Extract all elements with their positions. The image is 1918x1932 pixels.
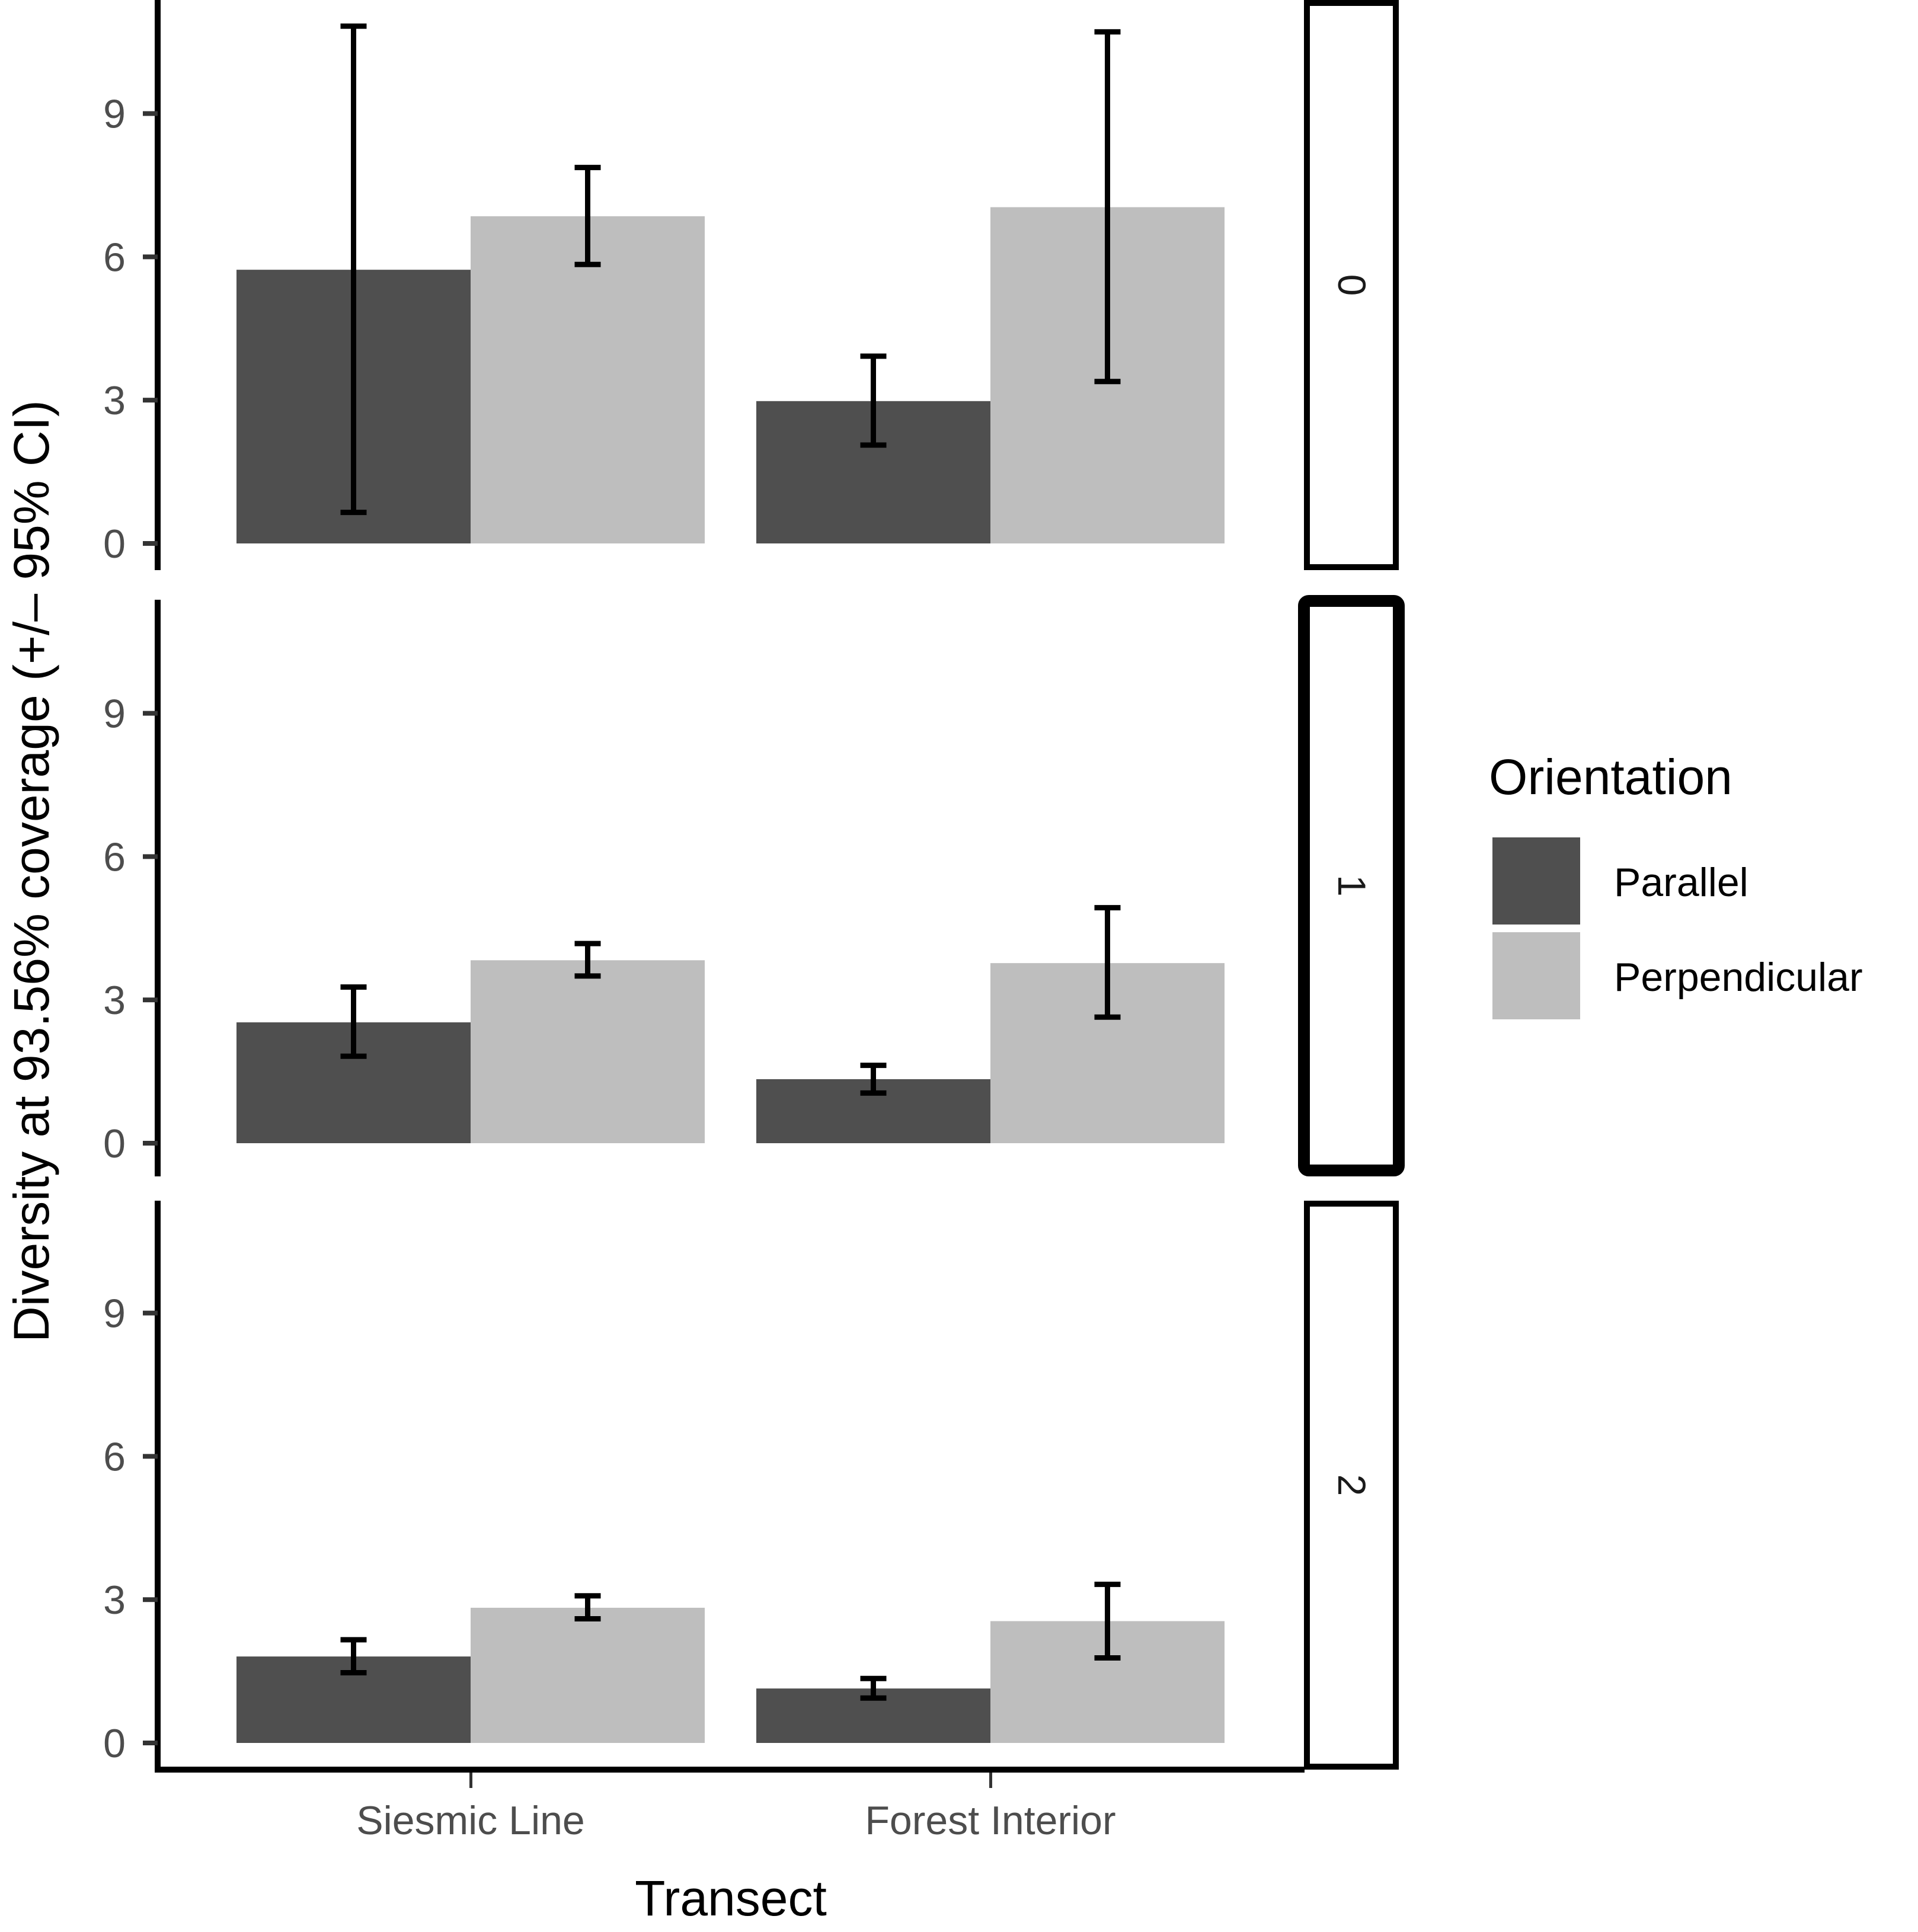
error-bar: [340, 984, 367, 1059]
error-bar: [574, 941, 601, 979]
y-tick: [143, 254, 158, 260]
y-tick: [143, 541, 158, 546]
facet-panel-2: 0 3 6 9 2: [103, 1201, 1399, 1770]
legend-label-parallel: Parallel: [1614, 860, 1748, 905]
y-tick: [143, 1741, 158, 1745]
x-axis-title: Transect: [635, 1870, 827, 1926]
error-bar: [1094, 905, 1121, 1020]
y-tick-label: 6: [103, 1434, 126, 1479]
strip-label-1: 1: [1330, 875, 1374, 897]
y-tick: [143, 111, 158, 116]
facet-panel-0: 0 3 6 9 0: [103, 0, 1399, 570]
legend-key-perpendicular: [1492, 932, 1580, 1019]
legend-label-perpendicular: Perpendicular: [1614, 955, 1863, 1000]
y-tick-label: 6: [103, 834, 126, 879]
x-tick-forest-interior: [989, 1773, 992, 1788]
error-bar: [860, 1675, 887, 1701]
y-tick: [143, 997, 158, 1003]
y-tick: [143, 1454, 158, 1459]
strip-box-0: [1304, 0, 1399, 570]
legend: Orientation Parallel Perpendicular: [1489, 749, 1863, 1019]
y-tick: [143, 1597, 158, 1602]
y-tick: [143, 854, 158, 859]
error-bar: [860, 1063, 887, 1096]
y-tick-label: 0: [103, 1721, 126, 1766]
y-tick-label: 0: [103, 1121, 126, 1166]
y-tick: [143, 398, 158, 403]
y-axis-line: [155, 600, 161, 1176]
x-axis-line: [155, 1767, 1305, 1773]
y-tick-label: 9: [103, 92, 126, 137]
y-axis-title: Diversity at 93.56% coverage (+/– 95% CI…: [4, 400, 59, 1342]
y-tick-label: 9: [103, 692, 126, 737]
y-tick: [143, 711, 158, 716]
legend-key-parallel: [1492, 837, 1580, 925]
x-tick-label-siesmic-line: Siesmic Line: [356, 1798, 585, 1843]
error-bar: [574, 1593, 601, 1621]
y-tick-label: 6: [103, 235, 126, 280]
error-bar: [1094, 29, 1121, 385]
error-bar: [574, 165, 601, 267]
strip-box-2: [1304, 1201, 1399, 1770]
y-tick-label: 3: [103, 1578, 126, 1623]
bar-perpendicular-siesmic-line: [471, 1607, 705, 1743]
error-bar: [860, 353, 887, 448]
strip-label-2: 2: [1330, 1474, 1374, 1496]
error-bar: [1094, 1581, 1121, 1661]
y-tick: [143, 1141, 158, 1146]
x-tick-label-forest-interior: Forest Interior: [865, 1798, 1115, 1843]
y-axis-line: [155, 0, 161, 570]
facet-panels: 0 3 6 9 0 0 3 6 9 1 0 3 6 9 2: [103, 0, 1405, 1770]
legend-title: Orientation: [1489, 749, 1732, 805]
x-tick-siesmic-line: [469, 1773, 472, 1788]
error-bar: [340, 23, 367, 516]
y-tick: [143, 1310, 158, 1316]
y-tick-label: 9: [103, 1291, 126, 1336]
y-axis-line: [155, 1201, 161, 1770]
bar-perpendicular-siesmic-line: [471, 960, 705, 1143]
bar-perpendicular-siesmic-line: [471, 216, 705, 543]
strip-label-0: 0: [1330, 274, 1374, 296]
strip-box-1: [1298, 595, 1405, 1176]
facet-panel-1: 0 3 6 9 1: [103, 595, 1405, 1176]
y-tick-label: 0: [103, 522, 126, 567]
error-bar: [340, 1637, 367, 1676]
y-tick-label: 3: [103, 978, 126, 1023]
y-tick-label: 3: [103, 378, 126, 423]
